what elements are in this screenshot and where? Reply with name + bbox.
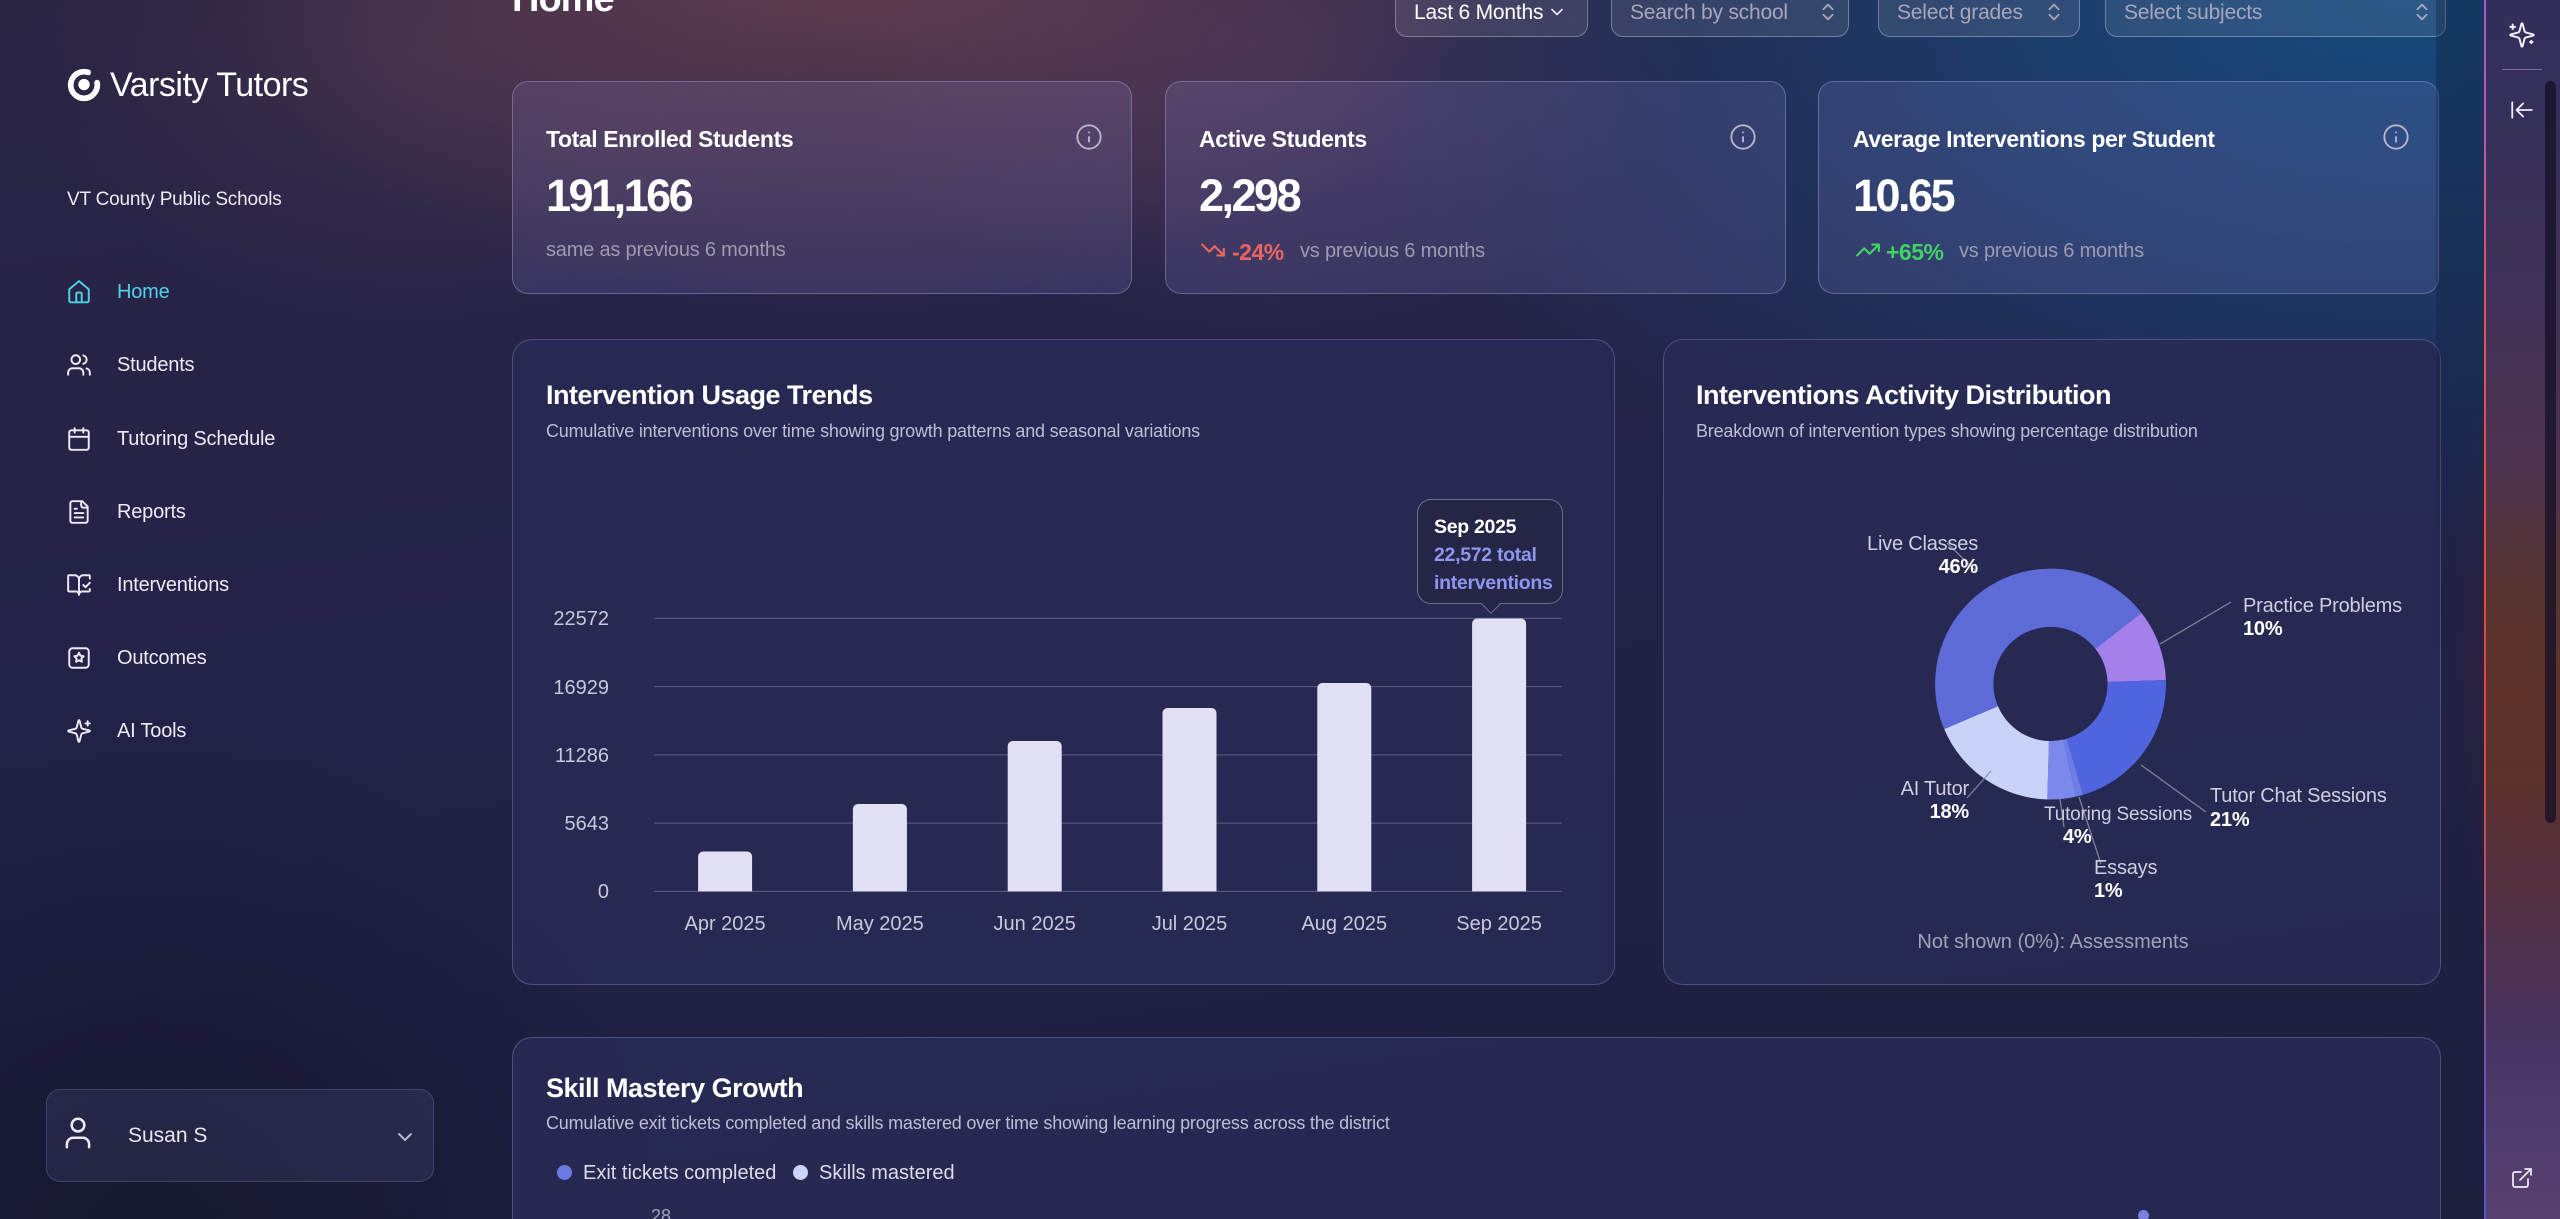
svg-text:0: 0: [598, 881, 609, 903]
svg-text:1%: 1%: [2094, 880, 2123, 902]
svg-text:Sep 2025: Sep 2025: [1456, 913, 1542, 935]
svg-text:Jul 2025: Jul 2025: [1152, 913, 1228, 935]
svg-text:16929: 16929: [553, 677, 609, 699]
svg-text:22572: 22572: [553, 608, 609, 630]
svg-text:10%: 10%: [2243, 618, 2283, 640]
svg-text:Aug 2025: Aug 2025: [1301, 913, 1387, 935]
svg-text:5643: 5643: [565, 813, 610, 835]
svg-text:Apr 2025: Apr 2025: [685, 913, 766, 935]
svg-text:Essays: Essays: [2094, 857, 2157, 879]
svg-text:21%: 21%: [2210, 809, 2250, 831]
svg-text:Tutor Chat Sessions: Tutor Chat Sessions: [2210, 785, 2387, 807]
svg-text:May 2025: May 2025: [836, 913, 924, 935]
svg-text:Jun 2025: Jun 2025: [994, 913, 1076, 935]
svg-text:11286: 11286: [555, 745, 609, 767]
svg-text:4%: 4%: [2063, 826, 2092, 848]
svg-text:Live Classes: Live Classes: [1867, 533, 1978, 555]
svg-text:AI Tutor: AI Tutor: [1901, 778, 1970, 800]
svg-text:Practice Problems: Practice Problems: [2243, 595, 2402, 617]
svg-text:18%: 18%: [1930, 801, 1970, 823]
svg-text:46%: 46%: [1939, 556, 1979, 578]
svg-text:Tutoring Sessions: Tutoring Sessions: [2044, 804, 2192, 825]
